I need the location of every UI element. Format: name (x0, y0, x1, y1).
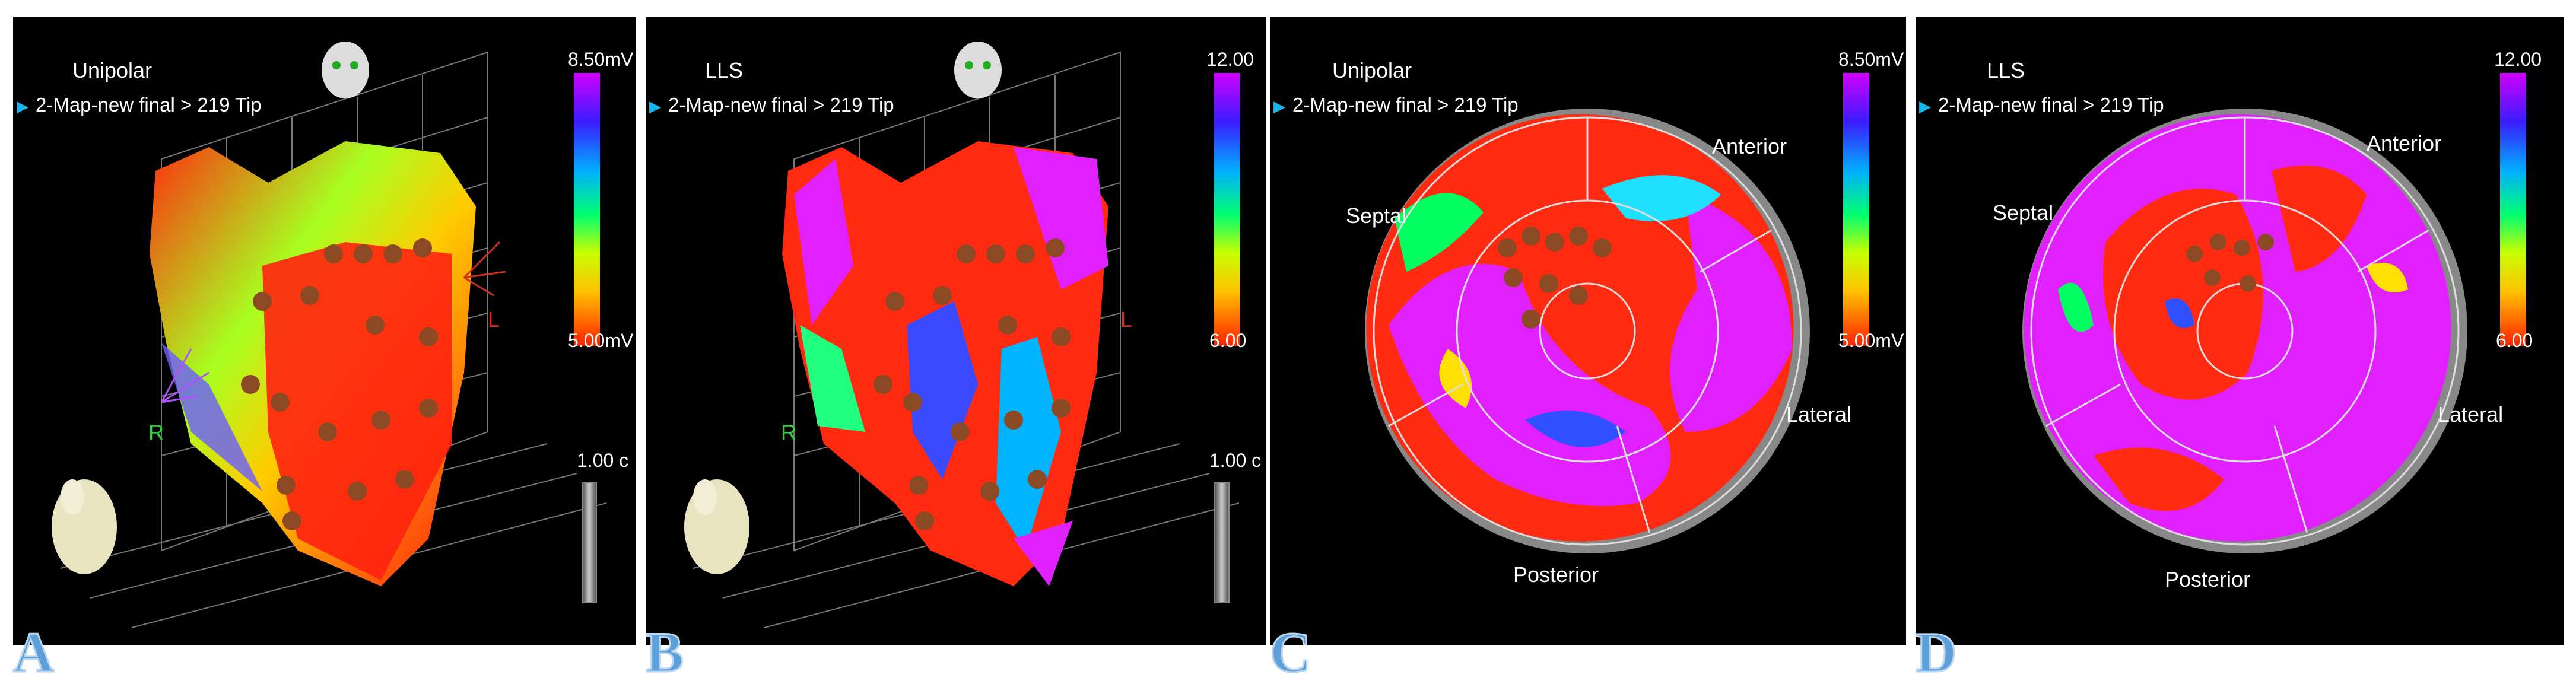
map-3d-a (52, 42, 607, 628)
posterior-label: Posterior (2165, 567, 2251, 591)
orientation-right-label: R (148, 420, 164, 444)
scale-max-label: 12.00 (1206, 49, 1254, 70)
play-triangle-icon: ▶ (1919, 97, 1931, 115)
panel-letter-a: A (12, 621, 55, 684)
play-triangle-icon: ▶ (17, 97, 28, 115)
posterior-label: Posterior (1513, 562, 1599, 587)
face-icon (954, 42, 1002, 98)
scale-min-label: 5.00mV (1838, 330, 1904, 351)
color-scale-bar[interactable] (2500, 73, 2526, 346)
color-scale-bar[interactable] (574, 73, 600, 346)
septal-label: Septal (1993, 201, 2054, 225)
color-scale-bar[interactable] (1843, 73, 1869, 346)
map-title: Unipolar (1332, 58, 1412, 82)
map-3d-b (684, 42, 1240, 628)
lateral-label: Lateral (1786, 402, 1852, 427)
lateral-label: Lateral (2438, 402, 2504, 427)
panel-a: Unipolar ▶ 2-Map-new final > 219 Tip 8.50… (13, 17, 636, 645)
face-icon (322, 42, 369, 98)
scale-max-label: 8.50mV (568, 49, 634, 70)
panel-letter-d: D (1914, 621, 1957, 684)
scale-min-label: 6.00 (2496, 330, 2533, 351)
panel-letter-c: C (1269, 621, 1311, 684)
scale-min-label: 6.00 (1209, 330, 1247, 351)
map-name[interactable]: ▶ 2-Map-new final > 219 Tip (1919, 94, 2164, 116)
slider-value-label: 1.00 c (1209, 450, 1262, 471)
anterior-label: Anterior (1712, 134, 1787, 158)
bullseye-map-d (2022, 109, 2467, 553)
scale-max-label: 8.50mV (1838, 49, 1904, 70)
slider-value-label: 1.00 c (577, 450, 629, 471)
panel-c: Unipolar ▶ 2-Map-new final > 219 Tip 8.50… (1270, 17, 1906, 645)
panel-letter-b: B (644, 621, 684, 684)
bullseye-rings (2030, 116, 2460, 546)
map-title: Unipolar (72, 58, 153, 82)
orientation-left-label: L (1120, 307, 1133, 332)
panel-d: LLS ▶ 2-Map-new final > 219 Tip 12.00 6.0… (1916, 17, 2564, 645)
heart-model-icon (52, 479, 117, 574)
play-triangle-icon: ▶ (649, 97, 661, 115)
septal-label: Septal (1346, 203, 1407, 228)
orientation-right-label: R (781, 420, 796, 444)
color-scale-bar[interactable] (1214, 73, 1240, 346)
scale-max-label: 12.00 (2494, 49, 2542, 70)
bullseye-rings (1373, 116, 1802, 546)
map-name[interactable]: ▶ 2-Map-new final > 219 Tip (649, 94, 894, 116)
opacity-slider[interactable] (582, 482, 597, 603)
opacity-slider[interactable] (1214, 482, 1230, 603)
anterior-label: Anterior (2367, 131, 2442, 155)
heart-model-icon (684, 479, 749, 574)
map-name[interactable]: ▶ 2-Map-new final > 219 Tip (1273, 94, 1519, 116)
map-name[interactable]: ▶ 2-Map-new final > 219 Tip (17, 94, 262, 116)
map-title: LLS (1987, 58, 2025, 82)
map-title: LLS (705, 58, 744, 82)
scale-min-label: 5.00mV (568, 330, 634, 351)
bullseye-map-c (1365, 109, 1810, 553)
orientation-left-label: L (488, 307, 500, 332)
panel-b: LLS ▶ 2-Map-new final > 219 Tip 12.00 6.0… (646, 17, 1266, 645)
play-triangle-icon: ▶ (1273, 97, 1285, 115)
